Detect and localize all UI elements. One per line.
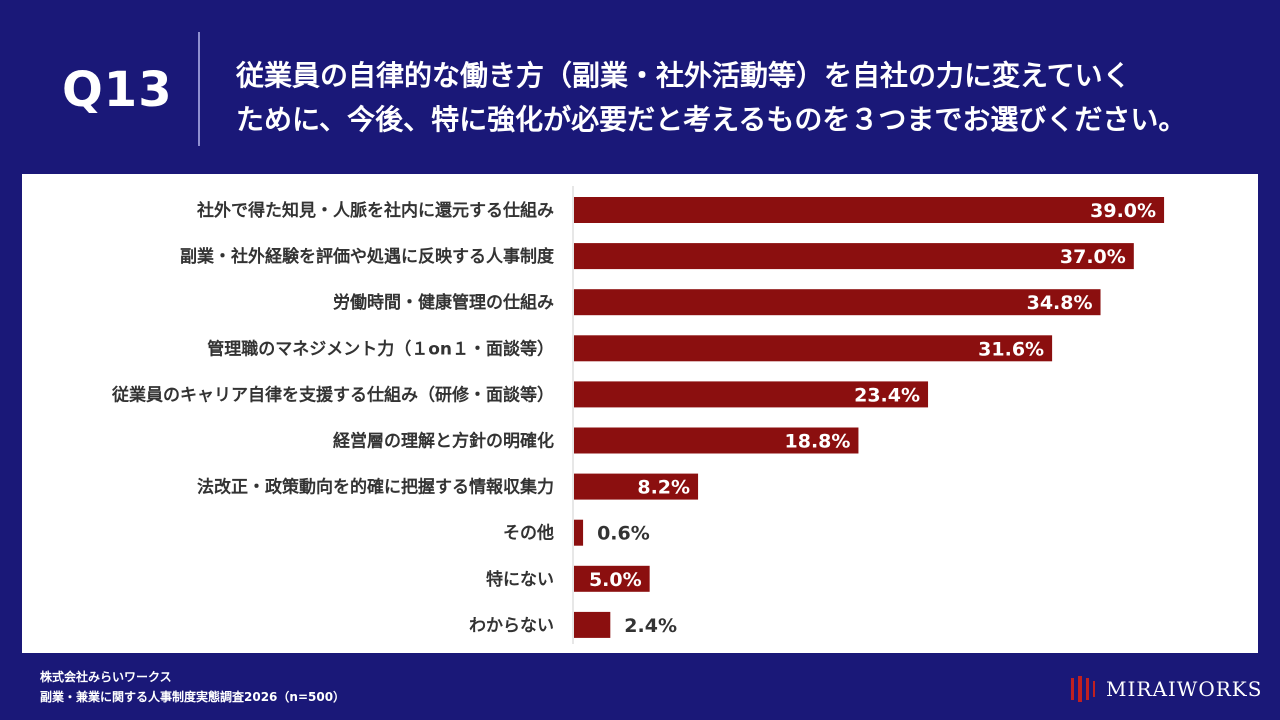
question-number: Q13 xyxy=(62,62,173,118)
footer-survey: 副業・兼業に関する人事制度実態調査2026（n=500） xyxy=(40,690,346,704)
bar xyxy=(574,381,929,408)
value-label: 0.6% xyxy=(597,523,650,545)
bar xyxy=(574,197,1165,223)
logo-mark-icon xyxy=(1071,676,1095,702)
bar xyxy=(574,427,859,454)
footer-company: 株式会社みらいワークス xyxy=(40,670,172,684)
value-label: 39.0% xyxy=(1090,200,1156,222)
bar-chart: 社外で得た知見・人脈を社内に還元する仕組み 39.0% 副業・社外経験を評価や処遇に… xyxy=(111,186,1165,644)
category-label: 従業員のキャリア自律を支援する仕組み（研修・面談等） xyxy=(111,384,554,405)
category-label: 法改正・政策動向を的確に把握する情報収集力 xyxy=(197,477,554,498)
bar xyxy=(574,473,699,500)
question-text: 従業員の自律的な働き方（副業・社外活動等）を自社の力に変えていく ために、今後、… xyxy=(236,54,1256,142)
bar xyxy=(574,519,584,546)
bar xyxy=(574,565,650,592)
footer: 株式会社みらいワークス 副業・兼業に関する人事制度実態調査2026（n=500） xyxy=(40,667,345,707)
value-label: 8.2% xyxy=(637,477,690,499)
category-label: 管理職のマネジメント力（１on１・面談等） xyxy=(207,338,554,359)
mirai-works-logo: MIRAIWORKS xyxy=(1068,676,1262,702)
header-divider xyxy=(198,32,200,146)
value-label: 18.8% xyxy=(785,431,851,453)
value-label: 31.6% xyxy=(978,338,1044,360)
bar xyxy=(574,335,1053,362)
category-label: 副業・社外経験を評価や処遇に反映する人事制度 xyxy=(180,246,555,267)
category-label: 経営層の理解と方針の明確化 xyxy=(333,431,554,452)
value-label: 34.8% xyxy=(1027,292,1093,314)
category-label: わからない xyxy=(469,616,554,636)
question-line-1: 従業員の自律的な働き方（副業・社外活動等）を自社の力に変えていく xyxy=(236,59,1131,92)
question-line-2: ために、今後、特に強化が必要だと考えるものを３つまでお選びください。 xyxy=(236,103,1187,136)
category-label: 社外で得た知見・人脈を社内に還元する仕組み xyxy=(196,200,554,221)
bar xyxy=(574,289,1101,316)
value-label: 5.0% xyxy=(589,569,642,591)
logo-text: MIRAIWORKS xyxy=(1106,677,1263,701)
bar xyxy=(574,243,1134,270)
category-label: 特にない xyxy=(486,569,554,590)
value-label: 37.0% xyxy=(1060,246,1126,268)
category-label: その他 xyxy=(503,523,554,544)
bar xyxy=(574,611,611,638)
chart-panel: 社外で得た知見・人脈を社内に還元する仕組み 39.0% 副業・社外経験を評価や処遇に… xyxy=(22,174,1258,653)
category-label: 労働時間・健康管理の仕組み xyxy=(333,292,554,313)
value-label: 2.4% xyxy=(624,615,677,637)
value-label: 23.4% xyxy=(854,384,920,406)
